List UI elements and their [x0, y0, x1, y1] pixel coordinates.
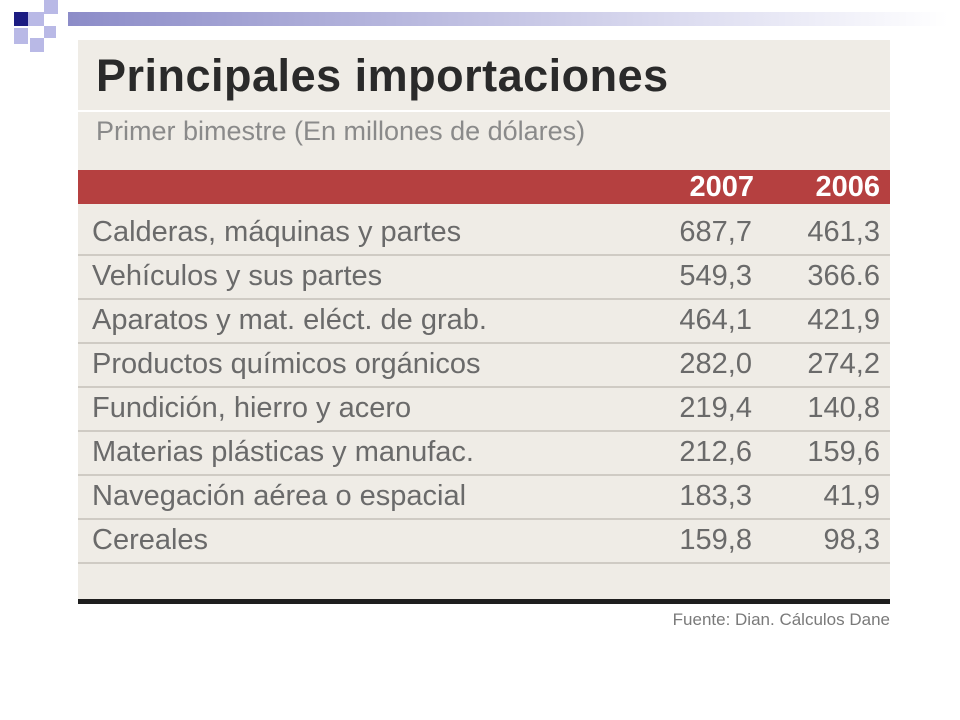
- slide-decoration-square: [30, 38, 44, 52]
- slide-decoration-square: [28, 12, 44, 26]
- row-label: Vehículos y sus partes: [92, 260, 383, 292]
- table-row: Materias plásticas y manufac. 212,6 159,6: [78, 430, 890, 476]
- value-2007: 549,3: [679, 260, 752, 292]
- row-label: Calderas, máquinas y partes: [92, 216, 462, 248]
- row-label: Cereales: [92, 524, 209, 556]
- title-divider: [78, 110, 890, 112]
- table-row: Cereales 159,8 98,3: [78, 518, 890, 564]
- slide-header-bar: [68, 12, 948, 26]
- column-header-2006: 2006: [815, 171, 880, 203]
- slide-decoration-square: [14, 28, 28, 44]
- source-note: Fuente: Dian. Cálculos Dane: [672, 610, 890, 629]
- table-row: Fundición, hierro y acero 219,4 140,8: [78, 386, 890, 432]
- table-title: Principales importaciones: [96, 50, 669, 101]
- value-2006: 421,9: [807, 304, 880, 336]
- value-2007: 464,1: [679, 304, 752, 336]
- value-2006: 461,3: [807, 216, 880, 248]
- slide-decoration-square: [14, 12, 28, 26]
- value-2007: 219,4: [679, 392, 752, 424]
- value-2006: 98,3: [823, 524, 880, 556]
- value-2006: 140,8: [807, 392, 880, 424]
- table-row: Productos químicos orgánicos 282,0 274,2: [78, 342, 890, 388]
- row-label: Productos químicos orgánicos: [92, 348, 481, 380]
- row-label: Aparatos y mat. eléct. de grab.: [92, 304, 487, 336]
- value-2006: 366.6: [807, 260, 880, 292]
- slide-decoration-square: [44, 0, 58, 14]
- value-2007: 212,6: [679, 436, 752, 468]
- value-2006: 159,6: [807, 436, 880, 468]
- table-row: Vehículos y sus partes 549,3 366.6: [78, 254, 890, 300]
- table-row: Navegación aérea o espacial 183,3 41,9: [78, 474, 890, 520]
- table-row: Aparatos y mat. eléct. de grab. 464,1 421,…: [78, 298, 890, 344]
- value-2006: 274,2: [807, 348, 880, 380]
- value-2007: 159,8: [679, 524, 752, 556]
- value-2007: 183,3: [679, 480, 752, 512]
- value-2006: 41,9: [823, 480, 880, 512]
- column-header-2007: 2007: [689, 171, 754, 203]
- table-subtitle: Primer bimestre (En millones de dólares): [96, 116, 586, 146]
- value-2007: 282,0: [679, 348, 752, 380]
- table-panel: [78, 40, 890, 600]
- row-label: Navegación aérea o espacial: [92, 480, 467, 512]
- row-label: Fundición, hierro y acero: [92, 392, 412, 424]
- table-row: Calderas, máquinas y partes 687,7 461,3: [78, 210, 890, 256]
- value-2007: 687,7: [679, 216, 752, 248]
- row-label: Materias plásticas y manufac.: [92, 436, 474, 468]
- slide-decoration-square: [44, 26, 56, 38]
- table-bottom-rule: [78, 599, 890, 604]
- table-header-row: [78, 170, 890, 204]
